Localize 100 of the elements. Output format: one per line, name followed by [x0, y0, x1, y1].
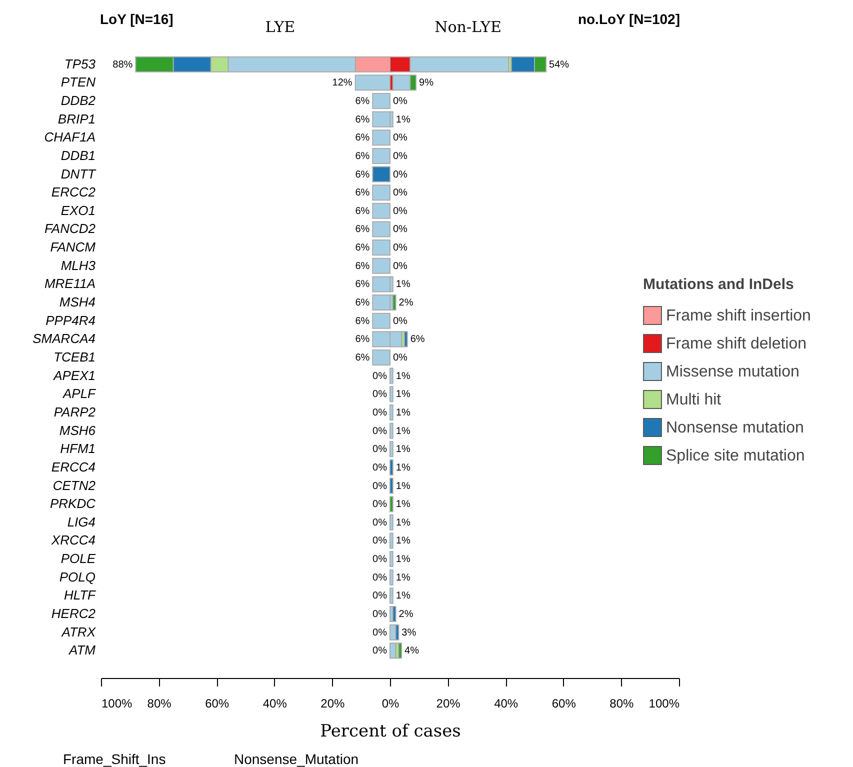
x-tick-label: 60% [205, 696, 230, 710]
annotation: 1% [396, 389, 410, 400]
x-tick-label: 100% [102, 696, 133, 710]
annotation: 0% [372, 370, 388, 382]
annotation: 6% [355, 334, 370, 346]
annotation: 0% [372, 389, 388, 400]
annotation: 0% [372, 480, 388, 492]
annotation: 6% [355, 352, 370, 364]
bar [372, 349, 390, 366]
annotation: 0% [393, 132, 408, 144]
annotation: 0% [372, 646, 388, 657]
annotation: 1% [396, 462, 410, 474]
bar [390, 368, 394, 384]
annotation: 6% [355, 188, 370, 199]
y-tick-label: ATRX [60, 624, 97, 640]
bar [354, 74, 390, 91]
annotation: 2% [398, 298, 414, 309]
annotation: 1% [396, 426, 410, 437]
legend-label: Frame shift deletion [666, 336, 807, 352]
x-tick-label: 80% [147, 696, 172, 710]
bar [404, 331, 408, 348]
x-tick-label: 40% [262, 696, 288, 710]
y-tick-label: APEX1 [52, 368, 96, 383]
bar [390, 459, 394, 476]
annotation: 0% [393, 96, 408, 107]
legend-label: Splice site mutation [666, 448, 805, 464]
x-tick-label: 20% [436, 696, 461, 710]
y-tick-label: TP53 [64, 56, 96, 72]
annotation: 6% [355, 114, 370, 126]
annotation: 0% [393, 352, 408, 364]
bar [372, 276, 390, 292]
annotation: 2% [398, 609, 414, 620]
annotation: 6% [355, 96, 370, 107]
bar [390, 422, 394, 439]
annotation: 6% [355, 224, 370, 236]
bar [392, 294, 396, 311]
y-tick-label: CETN2 [52, 478, 96, 493]
x-tick-label: 20% [320, 696, 346, 710]
annotation: 1% [396, 499, 410, 510]
annotation: 0% [393, 169, 408, 180]
bar [398, 642, 402, 659]
annotation: 6% [410, 334, 425, 346]
text: LoY [N=16] [100, 11, 174, 27]
y-tick-label: PTEN [60, 74, 96, 90]
annotation: 1% [396, 279, 410, 290]
legend-label: Frame shift insertion [666, 308, 811, 324]
y-tick-label: ERCC4 [51, 459, 96, 474]
y-tick-label: MLH3 [60, 258, 96, 273]
bar [372, 294, 390, 311]
annotation: 0% [372, 517, 388, 528]
annotation: 6% [355, 316, 370, 327]
annotation: 0% [393, 242, 408, 254]
bar [390, 514, 394, 530]
y-tick-label: HLTF [64, 588, 97, 603]
y-tick-label: BRIP1 [58, 111, 96, 126]
bar [390, 478, 394, 494]
annotation: 0% [372, 462, 388, 474]
bar [390, 386, 394, 402]
annotation: 0% [393, 224, 408, 236]
bar [390, 441, 394, 458]
annotation: 1% [396, 554, 410, 566]
bar [390, 532, 394, 549]
legend-label: Missense mutation [666, 364, 800, 380]
text: Non-LYE [434, 18, 502, 36]
bar [390, 588, 394, 604]
y-tick-label: PRKDC [50, 496, 96, 512]
bar [372, 202, 390, 219]
annotation: 0% [393, 206, 408, 217]
y-tick-label: PARP2 [54, 404, 96, 420]
annotation: 0% [393, 150, 408, 162]
annotation: 0% [393, 260, 408, 272]
text: no.LoY [N=102] [578, 11, 680, 27]
annotation: 1% [396, 536, 410, 547]
legend-title: Mutations and InDels [643, 276, 794, 293]
y-tick-label: ATM [68, 642, 96, 658]
text: Frame_Shift_Ins [63, 751, 166, 767]
annotation: 0% [372, 426, 388, 437]
bar [372, 240, 390, 256]
y-tick-label: DDB1 [60, 148, 96, 163]
annotation: 0% [393, 188, 408, 199]
bar [372, 166, 390, 182]
annotation: 1% [396, 572, 410, 584]
annotation: 6% [355, 169, 370, 180]
y-tick-label: HERC2 [51, 606, 96, 622]
annotation: 4% [404, 646, 420, 657]
annotation: 6% [355, 242, 370, 254]
y-tick-label: CHAF1A [44, 130, 96, 145]
annotation: 6% [355, 279, 370, 290]
annotation: 0% [372, 572, 388, 584]
y-tick-label: MSH4 [59, 294, 96, 310]
annotation: 9% [419, 78, 434, 89]
annotation: 54% [549, 59, 570, 70]
y-tick-label: POLE [60, 551, 96, 566]
y-tick-label: HFM1 [60, 441, 96, 456]
bar [372, 221, 390, 238]
bar [390, 496, 394, 512]
annotation: 1% [396, 480, 410, 492]
annotation: 1% [396, 370, 410, 382]
annotation: 6% [355, 298, 370, 309]
annotation: 1% [396, 590, 410, 602]
